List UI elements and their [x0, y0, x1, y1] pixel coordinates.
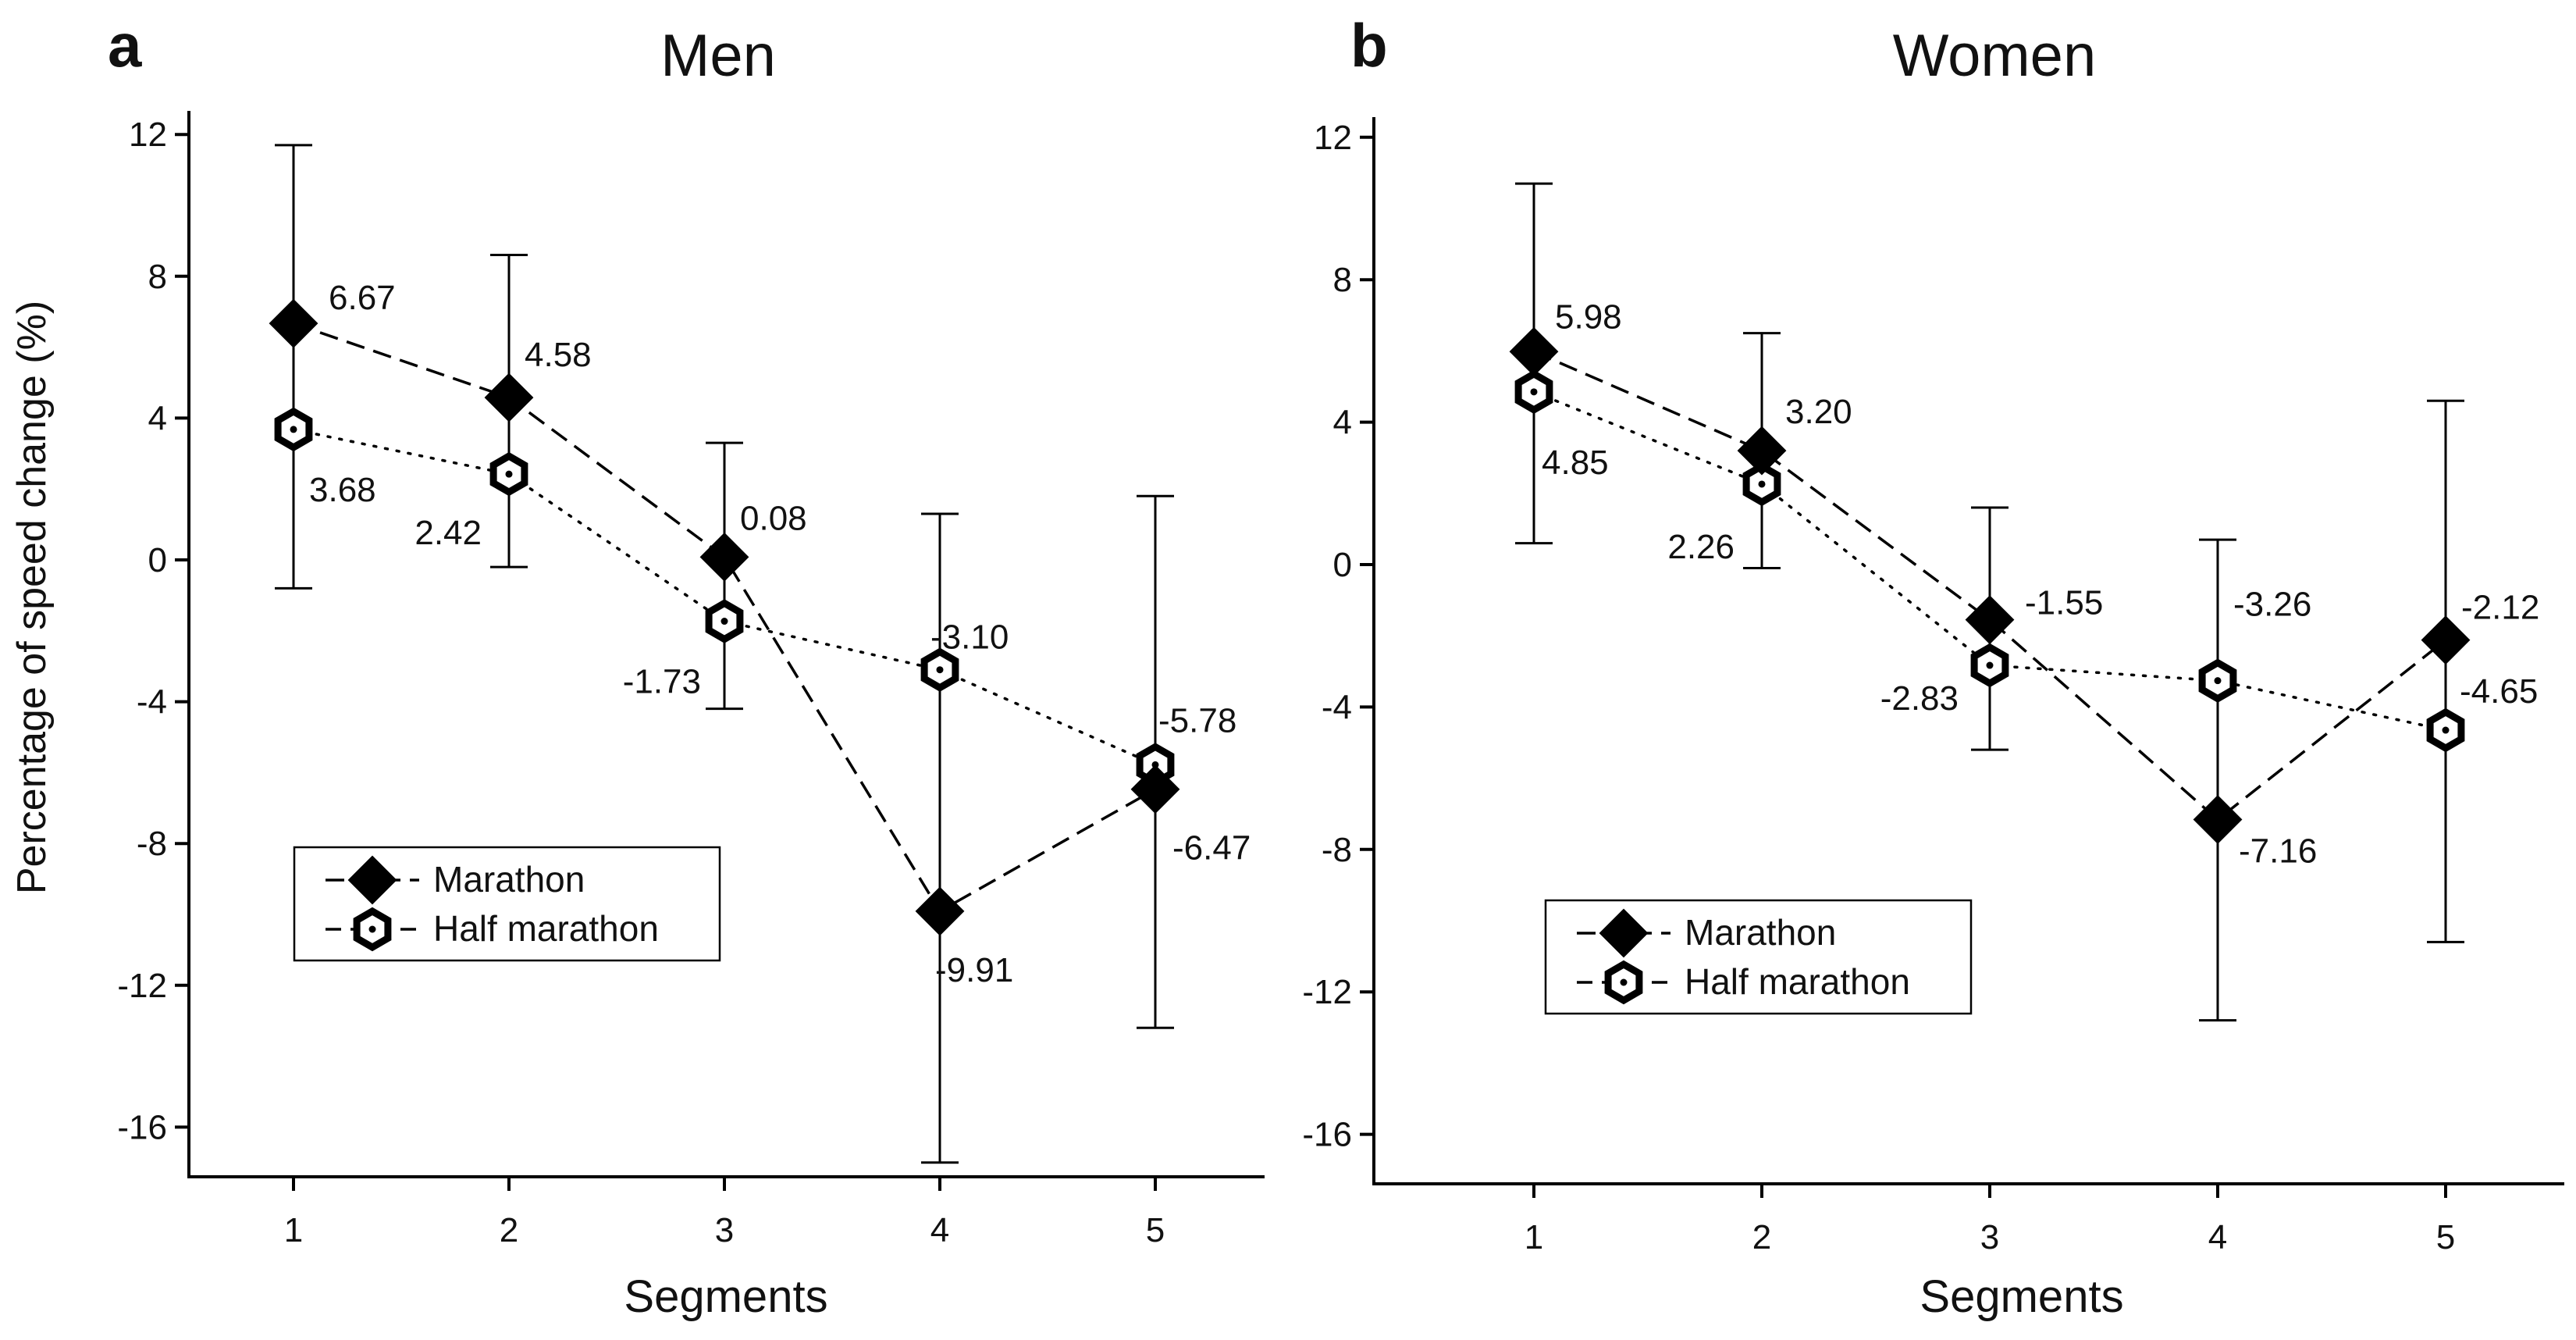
y-tick-label: -8: [137, 825, 167, 863]
x-tick-label: 1: [1525, 1218, 1543, 1256]
half-marathon-point-center: [720, 618, 728, 625]
x-tick-label: 5: [2436, 1218, 2455, 1256]
half-marathon-point-center: [505, 470, 513, 478]
marathon-point: [1737, 426, 1787, 476]
marathon-data-label: 4.58: [525, 336, 592, 374]
marathon-data-label: 0.08: [740, 499, 807, 537]
y-tick-label: 0: [148, 541, 167, 579]
half-marathon-data-label: -3.10: [930, 618, 1009, 657]
legend-label-marathon: Marathon: [1685, 912, 1836, 953]
y-tick-label: 4: [1333, 404, 1352, 442]
half-marathon-point-center: [1530, 388, 1538, 396]
panel-label: b: [1350, 11, 1388, 80]
half-marathon-data-label: -4.65: [2460, 672, 2538, 711]
half-marathon-point-center: [1758, 480, 1766, 488]
legend-marker-half-marathon-center: [368, 925, 376, 933]
legend: Marathon Half marathon: [1544, 899, 1973, 1015]
half-marathon-data-label: 2.42: [415, 514, 482, 552]
marathon-data-label: -6.47: [1172, 829, 1251, 868]
marathon-point: [269, 298, 318, 348]
y-axis-label: Percentage of speed change (%): [9, 301, 55, 894]
y-tick-label: 8: [148, 258, 167, 296]
y-tick-label: -4: [1322, 688, 1352, 726]
marathon-point: [1509, 326, 1559, 376]
marathon-data-label: -7.16: [2239, 832, 2317, 870]
marathon-data-label: 3.20: [1785, 393, 1852, 431]
marathon-point: [915, 886, 965, 936]
legend: Marathon Half marathon: [293, 846, 721, 962]
y-tick-label: -4: [137, 683, 167, 722]
y-tick-label: 4: [148, 399, 167, 437]
legend-label-half-marathon: Half marathon: [1685, 961, 1910, 1002]
panel-label: a: [108, 11, 142, 80]
half-marathon-data-label: 3.68: [309, 471, 376, 509]
y-tick-label: -12: [1302, 973, 1352, 1011]
x-tick-label: 1: [284, 1211, 303, 1249]
legend-label-half-marathon: Half marathon: [433, 908, 659, 949]
half-marathon-point-center: [2214, 677, 2222, 685]
chart-title: Men: [660, 23, 776, 89]
half-marathon-data-label: -5.78: [1158, 701, 1236, 739]
marathon-data-label: -2.12: [2461, 589, 2539, 627]
half-marathon-data-label: 2.26: [1667, 528, 1735, 566]
marathon-data-label: -9.91: [935, 951, 1013, 989]
legend-marker-marathon: [347, 855, 397, 905]
marathon-point: [484, 372, 534, 422]
half-marathon-point-center: [290, 426, 297, 433]
legend-marker-marathon: [1599, 908, 1649, 958]
y-tick-label: 12: [1314, 119, 1352, 157]
half-marathon-data-label: -1.73: [623, 663, 701, 701]
marathon-point: [2193, 795, 2243, 844]
x-tick-label: 5: [1146, 1211, 1165, 1249]
series-line-half-marathon: [1532, 390, 2447, 732]
x-tick-label: 3: [1980, 1218, 1999, 1256]
half-marathon-data-label: -3.26: [2233, 586, 2311, 624]
marathon-point: [699, 532, 749, 582]
x-tick-label: 4: [930, 1211, 949, 1249]
x-tick-label: 2: [1752, 1218, 1771, 1256]
marathon-point: [1130, 764, 1180, 814]
chart-title: Women: [1893, 23, 2096, 89]
marathon-point: [2421, 615, 2471, 665]
marathon-data-label: 6.67: [329, 279, 396, 317]
y-tick-label: -12: [117, 967, 167, 1005]
marathon-data-label: 5.98: [1555, 298, 1622, 336]
x-tick-label: 4: [2208, 1218, 2227, 1256]
legend-marker-half-marathon-center: [1620, 978, 1628, 986]
marathon-point: [1965, 595, 2015, 645]
x-tick-label: 2: [500, 1211, 518, 1249]
y-tick-label: 0: [1333, 546, 1352, 584]
y-tick-label: -8: [1322, 831, 1352, 869]
y-tick-label: 8: [1333, 261, 1352, 299]
half-marathon-point-center: [1986, 661, 1994, 669]
half-marathon-point-center: [2442, 726, 2450, 734]
y-tick-label: -16: [1302, 1116, 1352, 1154]
half-marathon-point-center: [936, 666, 944, 674]
x-axis-label: Segments: [1920, 1271, 2123, 1322]
series-line-marathon: [1533, 350, 2447, 821]
half-marathon-data-label: 4.85: [1542, 444, 1609, 482]
x-tick-label: 3: [715, 1211, 734, 1249]
legend-label-marathon: Marathon: [433, 859, 585, 900]
marathon-data-label: -1.55: [2025, 584, 2103, 622]
x-axis-label: Segments: [624, 1271, 827, 1322]
y-tick-label: -16: [117, 1108, 167, 1146]
y-tick-label: 12: [129, 116, 167, 154]
half-marathon-data-label: -2.83: [1880, 679, 1959, 718]
